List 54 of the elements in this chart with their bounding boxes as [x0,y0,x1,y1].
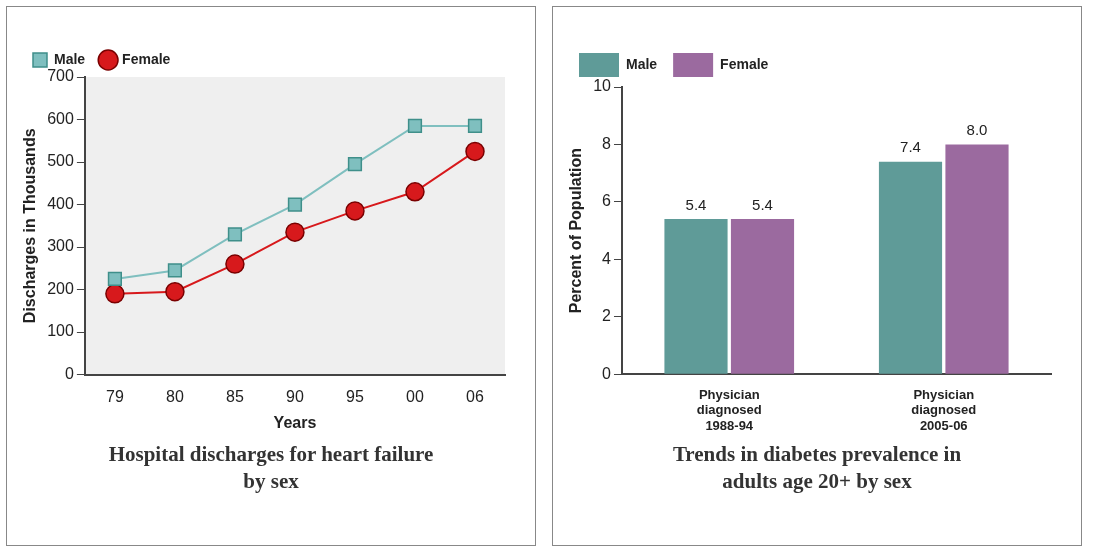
x-axis-title: Years [273,413,317,431]
point [405,182,425,202]
y-tick-label: 0 [64,365,74,383]
legend-label: Male [626,55,658,72]
y-tick-label: 2 [602,307,612,325]
point [167,263,183,278]
y-tick-label: 100 [47,322,74,340]
x-tick-label: Physician diagnosed 2005-06 [911,386,977,433]
bar [664,219,728,374]
text: Hospital discharges for heart failure by sex [107,441,435,496]
point [345,201,365,221]
data-label: 8.0 [966,121,988,139]
point [165,281,185,302]
y-tick-label: 6 [602,192,612,210]
x-tick-label: 90 [286,387,304,405]
data-label: 5.4 [752,195,773,213]
y-tick-label: 600 [47,109,74,127]
point [347,157,363,172]
point [287,197,303,212]
x-tick-label: 00 [406,387,424,405]
legend-label: Male [54,50,86,67]
point [285,222,305,242]
x-tick-label: 85 [226,387,244,405]
point [107,271,123,287]
y-tick-label: 500 [47,152,74,170]
y-tick-label: 700 [47,67,74,85]
bar [945,144,1009,374]
y-tick-label: 4 [602,249,612,267]
x-tick-label: 80 [166,387,184,405]
text: Trends in diabetes prevalence in adults age 20+ by sex [671,441,963,496]
data-label: 7.4 [900,138,921,156]
x-tick-label: 79 [106,387,124,405]
y-tick-label: 200 [47,279,74,297]
y-axis-title: Discharges in Thousands [21,128,39,324]
data-label: 5.4 [685,195,707,213]
point [465,141,485,162]
point [467,118,483,134]
point [225,254,245,274]
x-tick-label: 06 [466,387,484,405]
y-tick-label: 300 [47,237,74,255]
bar [878,161,943,374]
point [407,118,423,134]
point [105,284,125,304]
y-axis-title: Percent of Population [567,147,585,314]
y-tick-label: 10 [593,77,612,95]
legend-label: Female [720,55,769,72]
y-tick-label: 400 [47,194,74,212]
point [227,227,243,242]
legend-label: Female [122,50,171,67]
x-tick-label: 95 [346,387,364,405]
y-tick-label: 0 [602,364,612,382]
bar [730,219,795,374]
x-tick-label: Physician diagnosed 1988-94 [696,386,762,433]
y-tick-label: 8 [602,134,612,152]
